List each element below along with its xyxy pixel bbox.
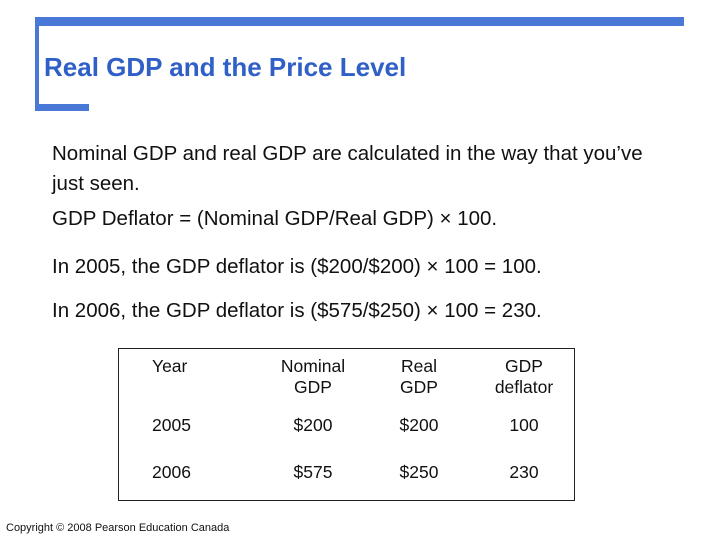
cell-year: 2006: [152, 462, 191, 482]
copyright-notice: Copyright © 2008 Pearson Education Canad…: [6, 522, 230, 534]
title-frame-left-bar: [35, 17, 39, 111]
cell-deflator: 230: [509, 462, 539, 482]
header-real-gdp: Real GDP: [400, 356, 438, 397]
cell-deflator: 100: [509, 415, 539, 435]
paragraph-2006-example: In 2006, the GDP deflator is ($575/$250)…: [52, 299, 542, 322]
gdp-table: Year Nominal GDP Real GDP GDP deflator 2…: [118, 348, 575, 501]
table-row: 2005 $200 $200 100: [119, 409, 575, 456]
cell-nominal: $575: [293, 462, 333, 482]
cell-real: $250: [399, 462, 439, 482]
paragraph-nominal-real: Nominal GDP and real GDP are calculated …: [52, 142, 643, 195]
header-nominal-gdp: Nominal GDP: [280, 356, 346, 397]
cell-year: 2005: [152, 415, 191, 435]
header-gdp-deflator: GDP deflator: [494, 356, 554, 397]
table-row: 2006 $575 $250 230: [119, 456, 575, 501]
title-frame-bottom-bar: [35, 104, 89, 111]
paragraph-2005-example: In 2005, the GDP deflator is ($200/$200)…: [52, 255, 542, 278]
paragraph-deflator-formula: GDP Deflator = (Nominal GDP/Real GDP) × …: [52, 207, 498, 230]
slide-title: Real GDP and the Price Level: [44, 52, 407, 82]
title-frame-top-bar: [35, 17, 684, 26]
table-header-row: Year Nominal GDP Real GDP GDP deflator: [119, 349, 575, 410]
header-year: Year: [152, 356, 188, 376]
cell-real: $200: [399, 415, 439, 435]
cell-nominal: $200: [293, 415, 333, 435]
